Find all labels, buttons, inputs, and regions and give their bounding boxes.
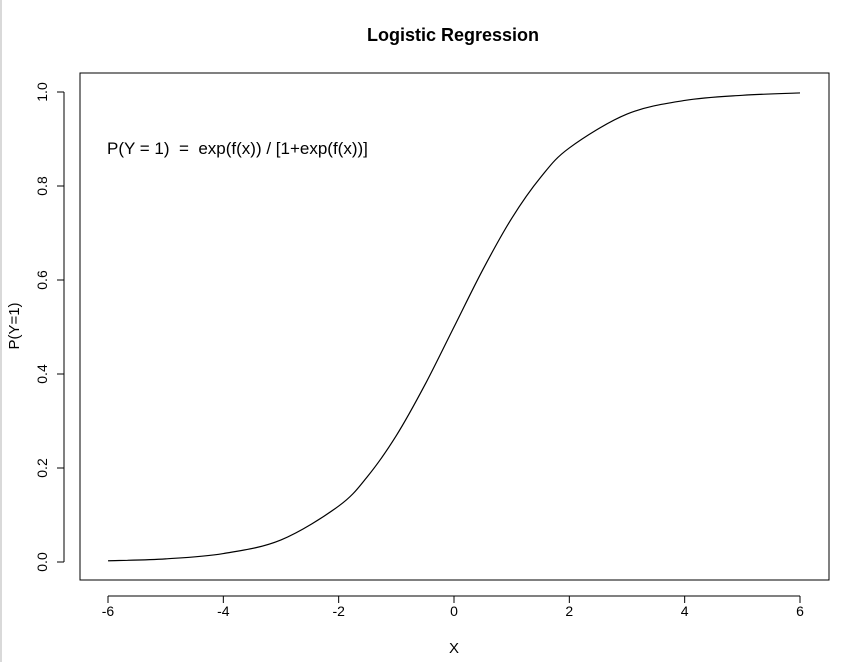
x-tick-label: 0 [450,603,458,619]
x-tick-label: -6 [102,603,115,619]
y-tick-label: 0.2 [34,458,50,478]
window-edge [0,0,2,662]
y-tick-label: 0.6 [34,270,50,290]
formula-annotation: P(Y = 1) = exp(f(x)) / [1+exp(f(x))] [107,139,368,158]
x-axis: -6 -4 -2 0 2 4 6 [102,595,804,619]
y-tick-label: 0.0 [34,552,50,572]
logistic-curve [107,92,801,562]
x-tick-label: 4 [681,603,689,619]
y-axis: 0.0 0.2 0.4 0.6 0.8 1.0 [34,82,65,572]
x-tick-label: 2 [565,603,573,619]
y-tick-label: 0.8 [34,176,50,196]
chart-title: Logistic Regression [367,25,539,45]
y-tick-label: 1.0 [34,82,50,102]
y-tick-label: 0.4 [34,364,50,384]
x-tick-label: 6 [796,603,804,619]
plot-frame [79,72,830,581]
x-tick-label: -2 [332,603,345,619]
y-axis-label: P(Y=1) [6,302,23,349]
x-tick-label: -4 [217,603,230,619]
x-axis-label: X [449,640,459,657]
